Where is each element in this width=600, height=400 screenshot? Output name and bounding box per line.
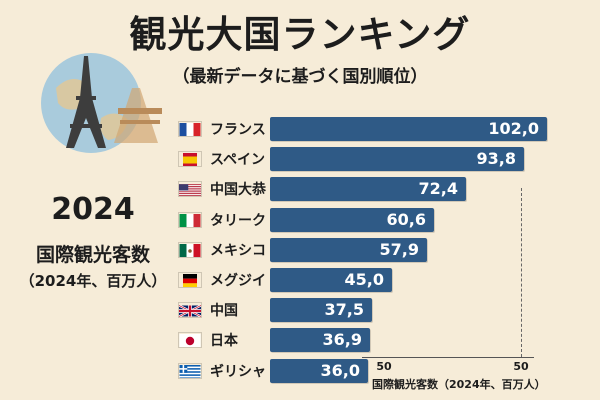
category-row: フランス (178, 117, 266, 141)
bar (270, 268, 392, 292)
category-row: ギリシャ (178, 359, 266, 383)
bar (270, 358, 368, 383)
italy-flag-icon (178, 211, 202, 228)
bar-value-label: 93,8 (476, 149, 516, 169)
side-metric: 国際観光客数 (35, 244, 150, 266)
chart-title: 観光大国ランキング (129, 13, 471, 56)
category-label: 中国 (210, 303, 238, 320)
x-tick-label: 50 (513, 360, 529, 373)
bar-value-label: 45,0 (344, 270, 384, 289)
x-axis-title: 国際観光客数（2024年、百万人） (372, 378, 546, 391)
chart-subtitle: （最新データに基づく国別順位） (172, 67, 428, 87)
category-row: スペイン (178, 147, 265, 171)
landmark-illustration (41, 53, 162, 153)
reference-guide-line (521, 188, 522, 357)
bar-value-label: 37,5 (324, 300, 364, 320)
category-label: ギリシャ (210, 363, 266, 380)
bar-value-label: 60,6 (386, 209, 426, 229)
bar (270, 117, 547, 141)
bar (270, 147, 524, 172)
usa-flag-icon (178, 181, 202, 198)
bar (270, 207, 434, 232)
bar-value-label: 36,9 (322, 330, 362, 350)
category-row: 中国 (178, 298, 238, 322)
category-label: メグジイ (210, 273, 266, 289)
mexico-flag-icon (178, 241, 202, 258)
greece-flag-icon (178, 362, 202, 379)
bar (270, 177, 466, 202)
spain-flag-icon (178, 151, 202, 168)
side-year: 2024 (51, 192, 135, 227)
category-row: メグジイ (178, 268, 266, 292)
bar (270, 237, 427, 262)
category-label: フランス (210, 122, 266, 138)
bar-value-label: 102,0 (488, 119, 539, 138)
japan-flag-icon (178, 332, 202, 349)
bar-value-label: 72,4 (418, 179, 458, 199)
category-label: タリーク (210, 212, 266, 229)
x-axis-line (362, 357, 534, 358)
germany-flag-icon (178, 272, 202, 288)
bar-value-label: 36,0 (320, 360, 360, 380)
category-row: 中国大恭 (178, 177, 266, 201)
x-tick-label: 50 (376, 360, 392, 373)
category-label: 日本 (210, 333, 238, 350)
category-row: タリーク (178, 208, 266, 232)
bar (270, 328, 370, 353)
france-flag-icon (178, 121, 202, 137)
bar (270, 298, 372, 323)
bar-value-label: 57,9 (379, 239, 419, 259)
category-label: 中国大恭 (210, 182, 266, 199)
category-row: メキシコ (178, 238, 266, 262)
category-row: 日本 (178, 328, 238, 352)
side-unit: （2024年、百万人） (19, 272, 167, 290)
category-label: メキシコ (210, 242, 266, 259)
uk-flag-icon (178, 302, 202, 319)
category-label: スペイン (210, 152, 266, 169)
